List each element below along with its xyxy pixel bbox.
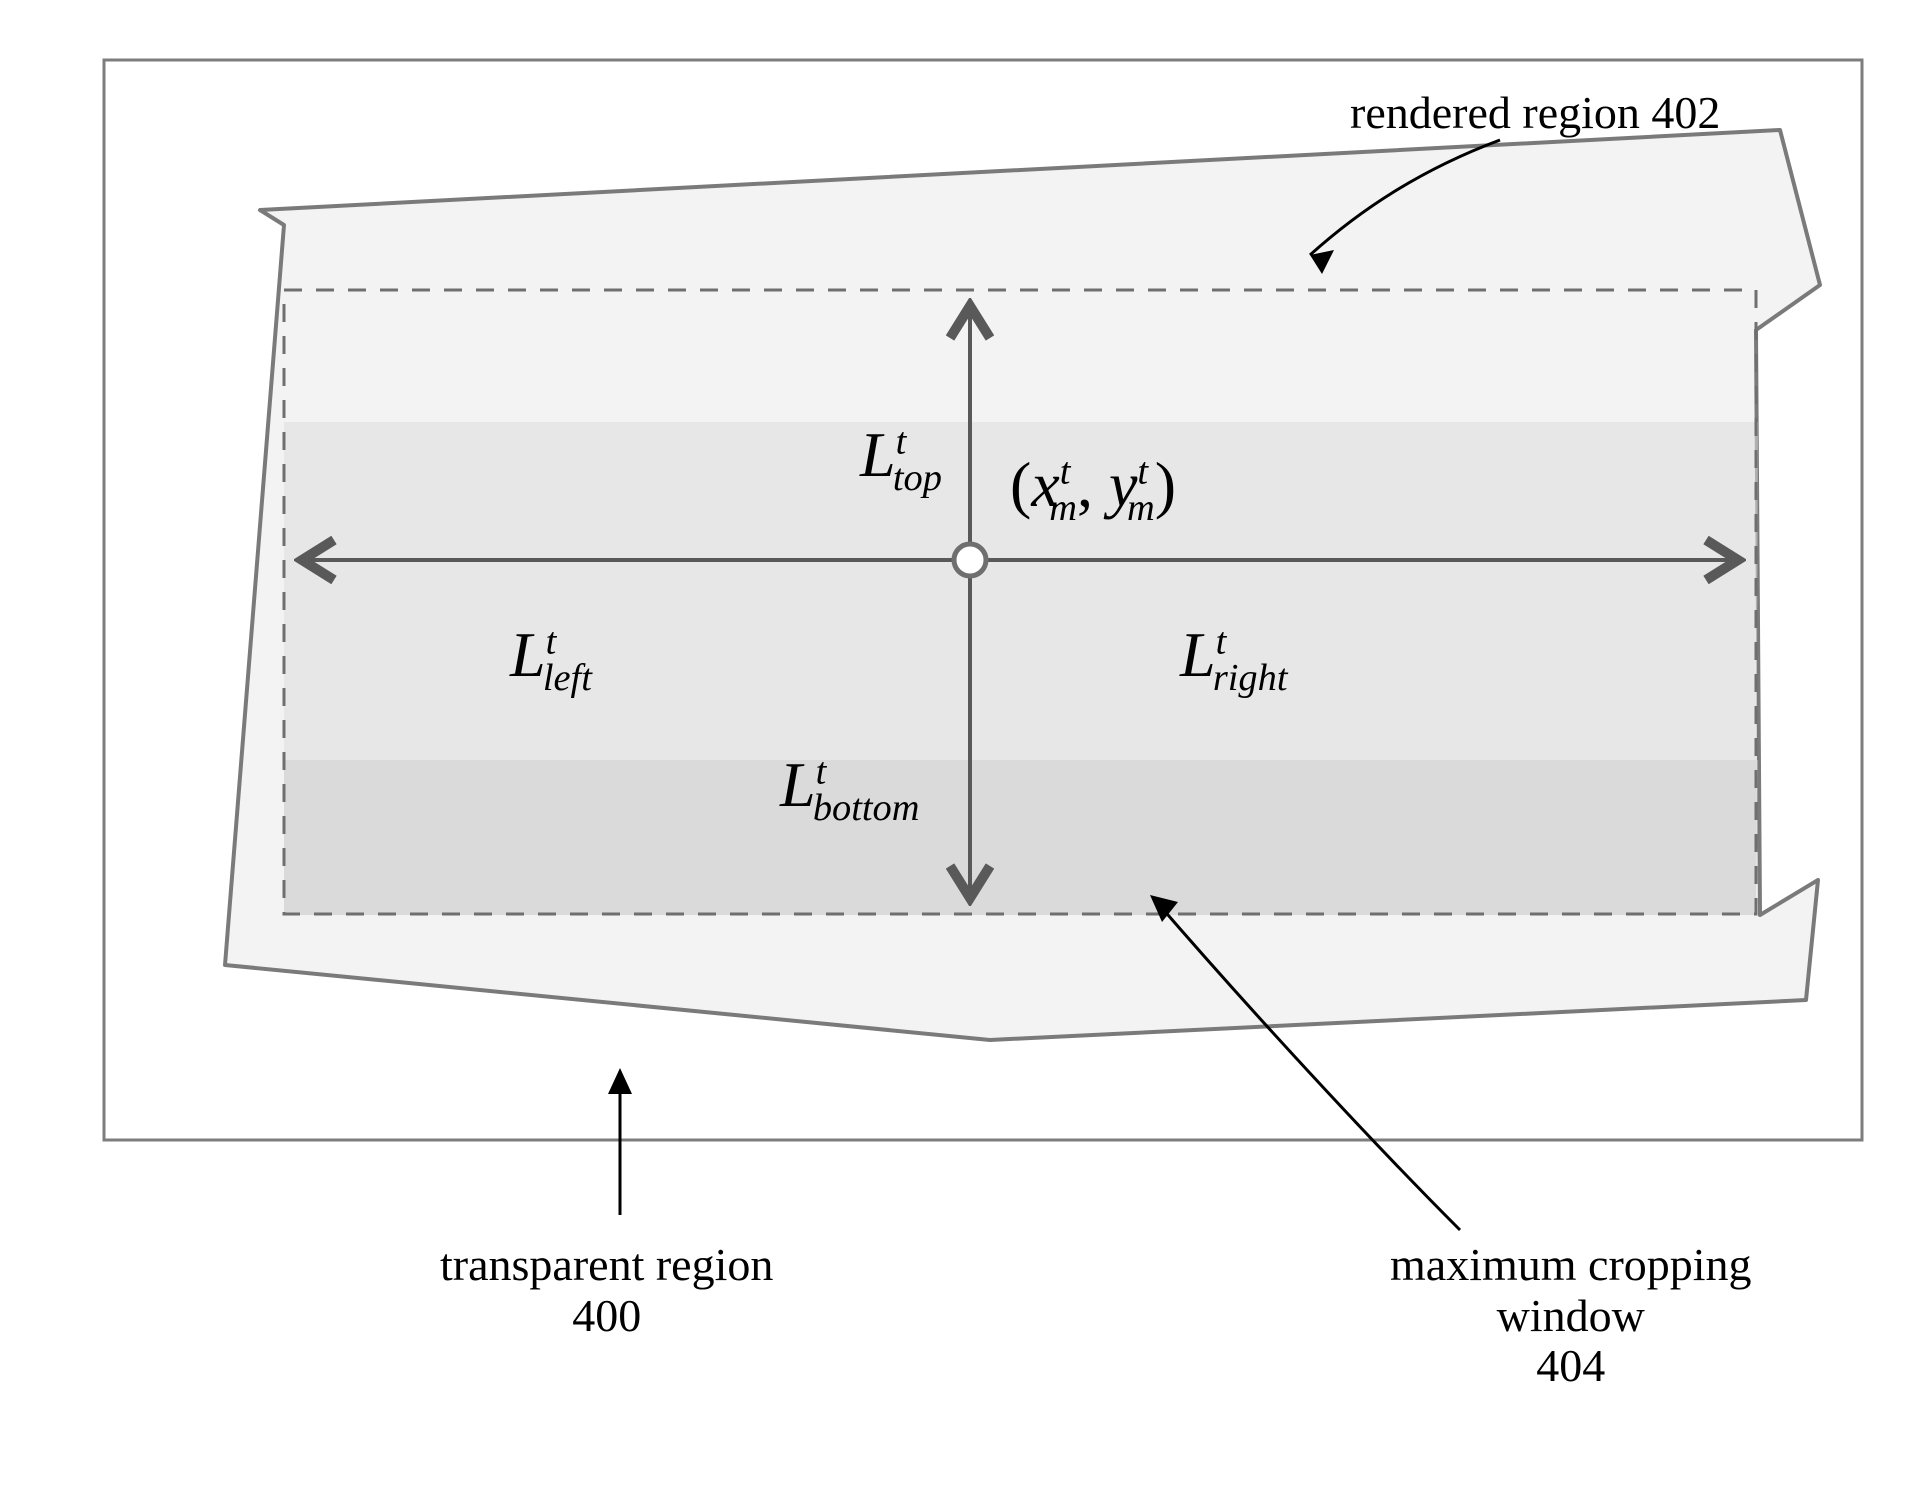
label-L-bottom: Ltbottom xyxy=(780,750,919,829)
label-maxcrop-l2: window xyxy=(1497,1290,1645,1341)
label-rendered-region: rendered region 402 xyxy=(1350,88,1720,139)
label-max-crop-window: maximum cropping window 404 xyxy=(1390,1240,1752,1392)
label-L-left: Ltleft xyxy=(510,620,592,699)
center-point xyxy=(954,544,986,576)
label-transparent-l2: 400 xyxy=(572,1290,641,1341)
diagram-root: { "figure": { "type": "diagram", "canvas… xyxy=(0,0,1927,1485)
label-maxcrop-l3: 404 xyxy=(1536,1340,1605,1391)
label-center-coord: (xtm, ytm) xyxy=(1010,450,1176,529)
label-L-top: Lttop xyxy=(860,420,942,499)
label-L-right: Ltright xyxy=(1180,620,1288,699)
label-rendered-region-text: rendered region 402 xyxy=(1350,87,1720,138)
label-transparent-region: transparent region 400 xyxy=(440,1240,773,1341)
label-maxcrop-l1: maximum cropping xyxy=(1390,1239,1752,1290)
label-transparent-l1: transparent region xyxy=(440,1239,773,1290)
